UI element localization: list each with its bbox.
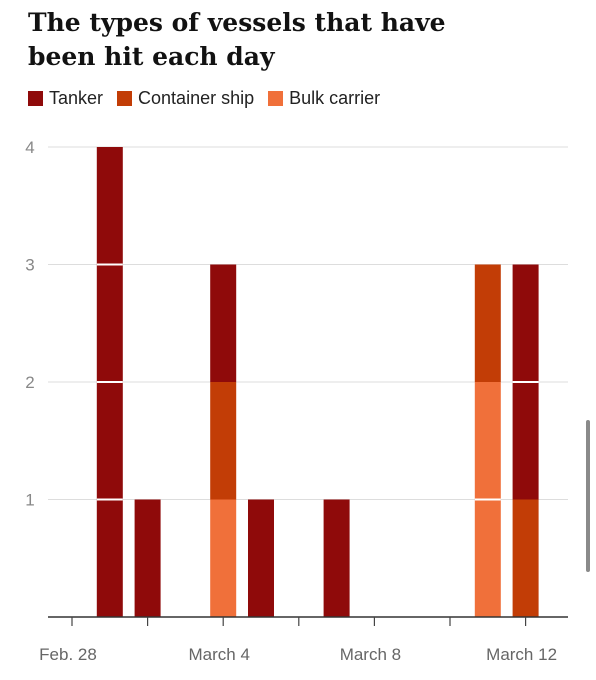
legend-swatch-container-ship	[117, 91, 133, 106]
legend-swatch-tanker	[28, 91, 43, 106]
bar-container-ship	[210, 382, 237, 500]
x-tick-label-march-12: March 12	[486, 645, 557, 664]
x-tick-label-feb-28: Feb. 28	[39, 645, 97, 664]
y-tick-label-1: 1	[25, 491, 34, 510]
x-tick-label-march-8: March 8	[340, 645, 401, 664]
y-tick-label-3: 3	[25, 256, 34, 275]
y-tick-label-2: 2	[25, 373, 34, 392]
x-tick-label-march-4: March 4	[188, 645, 249, 664]
bar-bulk-carrier	[210, 499, 237, 617]
bar-tanker	[134, 499, 161, 617]
legend-item-bulk-carrier: Bulk carrier	[268, 88, 380, 109]
scrollbar[interactable]	[586, 420, 590, 572]
legend-label-container-ship: Container ship	[138, 88, 255, 108]
y-tick-label-4: 4	[25, 138, 34, 157]
legend-item-container-ship: Container ship	[117, 88, 254, 109]
legend-label-tanker: Tanker	[49, 88, 104, 108]
chart-title: The types of vessels that have been hit …	[28, 8, 446, 71]
bar-container-ship	[512, 499, 539, 617]
bar-container-ship	[474, 264, 501, 382]
bar-tanker	[248, 499, 274, 617]
legend-swatch-bulk-carrier	[268, 91, 284, 106]
bar-tanker	[210, 264, 237, 382]
bar-tanker	[323, 499, 350, 617]
legend: Tanker Container ship Bulk carrier	[28, 88, 394, 109]
legend-label-bulk-carrier: Bulk carrier	[289, 88, 381, 108]
legend-item-tanker: Tanker	[28, 88, 103, 109]
